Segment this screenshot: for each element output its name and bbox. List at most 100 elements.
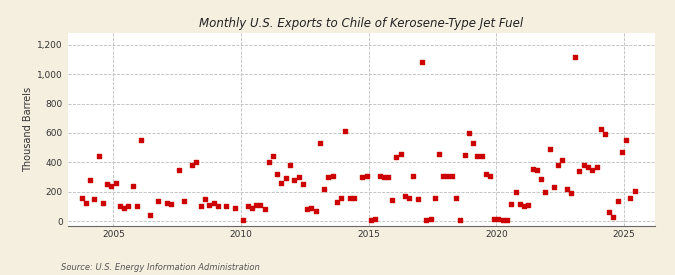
Point	[84, 178, 95, 182]
Point	[323, 175, 334, 179]
Point	[250, 203, 261, 207]
Point	[200, 197, 211, 201]
Point	[102, 182, 113, 186]
Point	[429, 195, 440, 200]
Point	[335, 196, 346, 200]
Point	[178, 199, 189, 204]
Point	[412, 197, 423, 201]
Point	[195, 204, 206, 209]
Point	[383, 175, 394, 179]
Point	[298, 182, 308, 186]
Point	[416, 60, 427, 65]
Point	[144, 213, 155, 218]
Point	[612, 198, 623, 203]
Point	[566, 191, 576, 195]
Point	[595, 126, 606, 131]
Title: Monthly U.S. Exports to Chile of Kerosene-Type Jet Fuel: Monthly U.S. Exports to Chile of Kerosen…	[199, 17, 523, 31]
Point	[310, 209, 321, 213]
Y-axis label: Thousand Barrels: Thousand Barrels	[23, 87, 32, 172]
Point	[191, 160, 202, 164]
Point	[119, 206, 130, 210]
Point	[536, 177, 547, 182]
Point	[238, 218, 248, 222]
Point	[344, 195, 355, 200]
Point	[396, 152, 406, 156]
Point	[599, 132, 610, 137]
Point	[506, 202, 516, 207]
Point	[621, 138, 632, 142]
Point	[132, 204, 142, 209]
Point	[272, 172, 283, 176]
Point	[518, 204, 529, 209]
Point	[404, 196, 414, 200]
Point	[459, 153, 470, 157]
Point	[370, 217, 381, 221]
Point	[378, 175, 389, 179]
Point	[110, 181, 121, 185]
Point	[446, 174, 457, 178]
Point	[293, 175, 304, 179]
Point	[123, 204, 134, 209]
Point	[561, 187, 572, 192]
Point	[97, 201, 108, 206]
Point	[540, 189, 551, 194]
Point	[357, 175, 368, 179]
Point	[472, 154, 483, 159]
Point	[89, 197, 100, 201]
Point	[80, 201, 91, 206]
Point	[574, 169, 585, 173]
Point	[625, 196, 636, 200]
Point	[315, 141, 325, 145]
Point	[306, 206, 317, 210]
Point	[115, 204, 126, 209]
Point	[212, 204, 223, 209]
Point	[263, 160, 274, 164]
Point	[187, 163, 198, 167]
Point	[604, 210, 615, 214]
Point	[442, 173, 453, 178]
Point	[438, 173, 449, 178]
Point	[400, 194, 410, 198]
Point	[531, 168, 542, 173]
Point	[587, 167, 597, 172]
Point	[280, 176, 291, 181]
Point	[549, 185, 560, 189]
Point	[481, 172, 491, 176]
Point	[374, 174, 385, 178]
Point	[276, 181, 287, 185]
Point	[246, 206, 257, 210]
Point	[477, 153, 487, 158]
Point	[468, 141, 479, 145]
Point	[319, 186, 329, 191]
Point	[255, 203, 266, 207]
Point	[267, 154, 278, 159]
Point	[433, 152, 444, 156]
Point	[408, 174, 419, 178]
Point	[348, 195, 359, 200]
Point	[127, 184, 138, 188]
Point	[365, 218, 376, 222]
Point	[489, 217, 500, 221]
Point	[557, 158, 568, 162]
Point	[289, 178, 300, 182]
Point	[76, 195, 87, 200]
Point	[93, 154, 104, 159]
Point	[485, 173, 495, 178]
Point	[493, 217, 504, 221]
Point	[136, 138, 146, 142]
Point	[451, 195, 462, 200]
Point	[421, 218, 431, 222]
Point	[302, 207, 313, 211]
Point	[617, 150, 628, 154]
Point	[608, 214, 619, 219]
Point	[106, 184, 117, 188]
Point	[361, 174, 372, 178]
Point	[391, 155, 402, 160]
Point	[153, 198, 163, 203]
Point	[327, 173, 338, 178]
Point	[523, 203, 534, 207]
Point	[455, 218, 466, 222]
Point	[527, 167, 538, 171]
Point	[497, 218, 508, 222]
Point	[570, 54, 580, 59]
